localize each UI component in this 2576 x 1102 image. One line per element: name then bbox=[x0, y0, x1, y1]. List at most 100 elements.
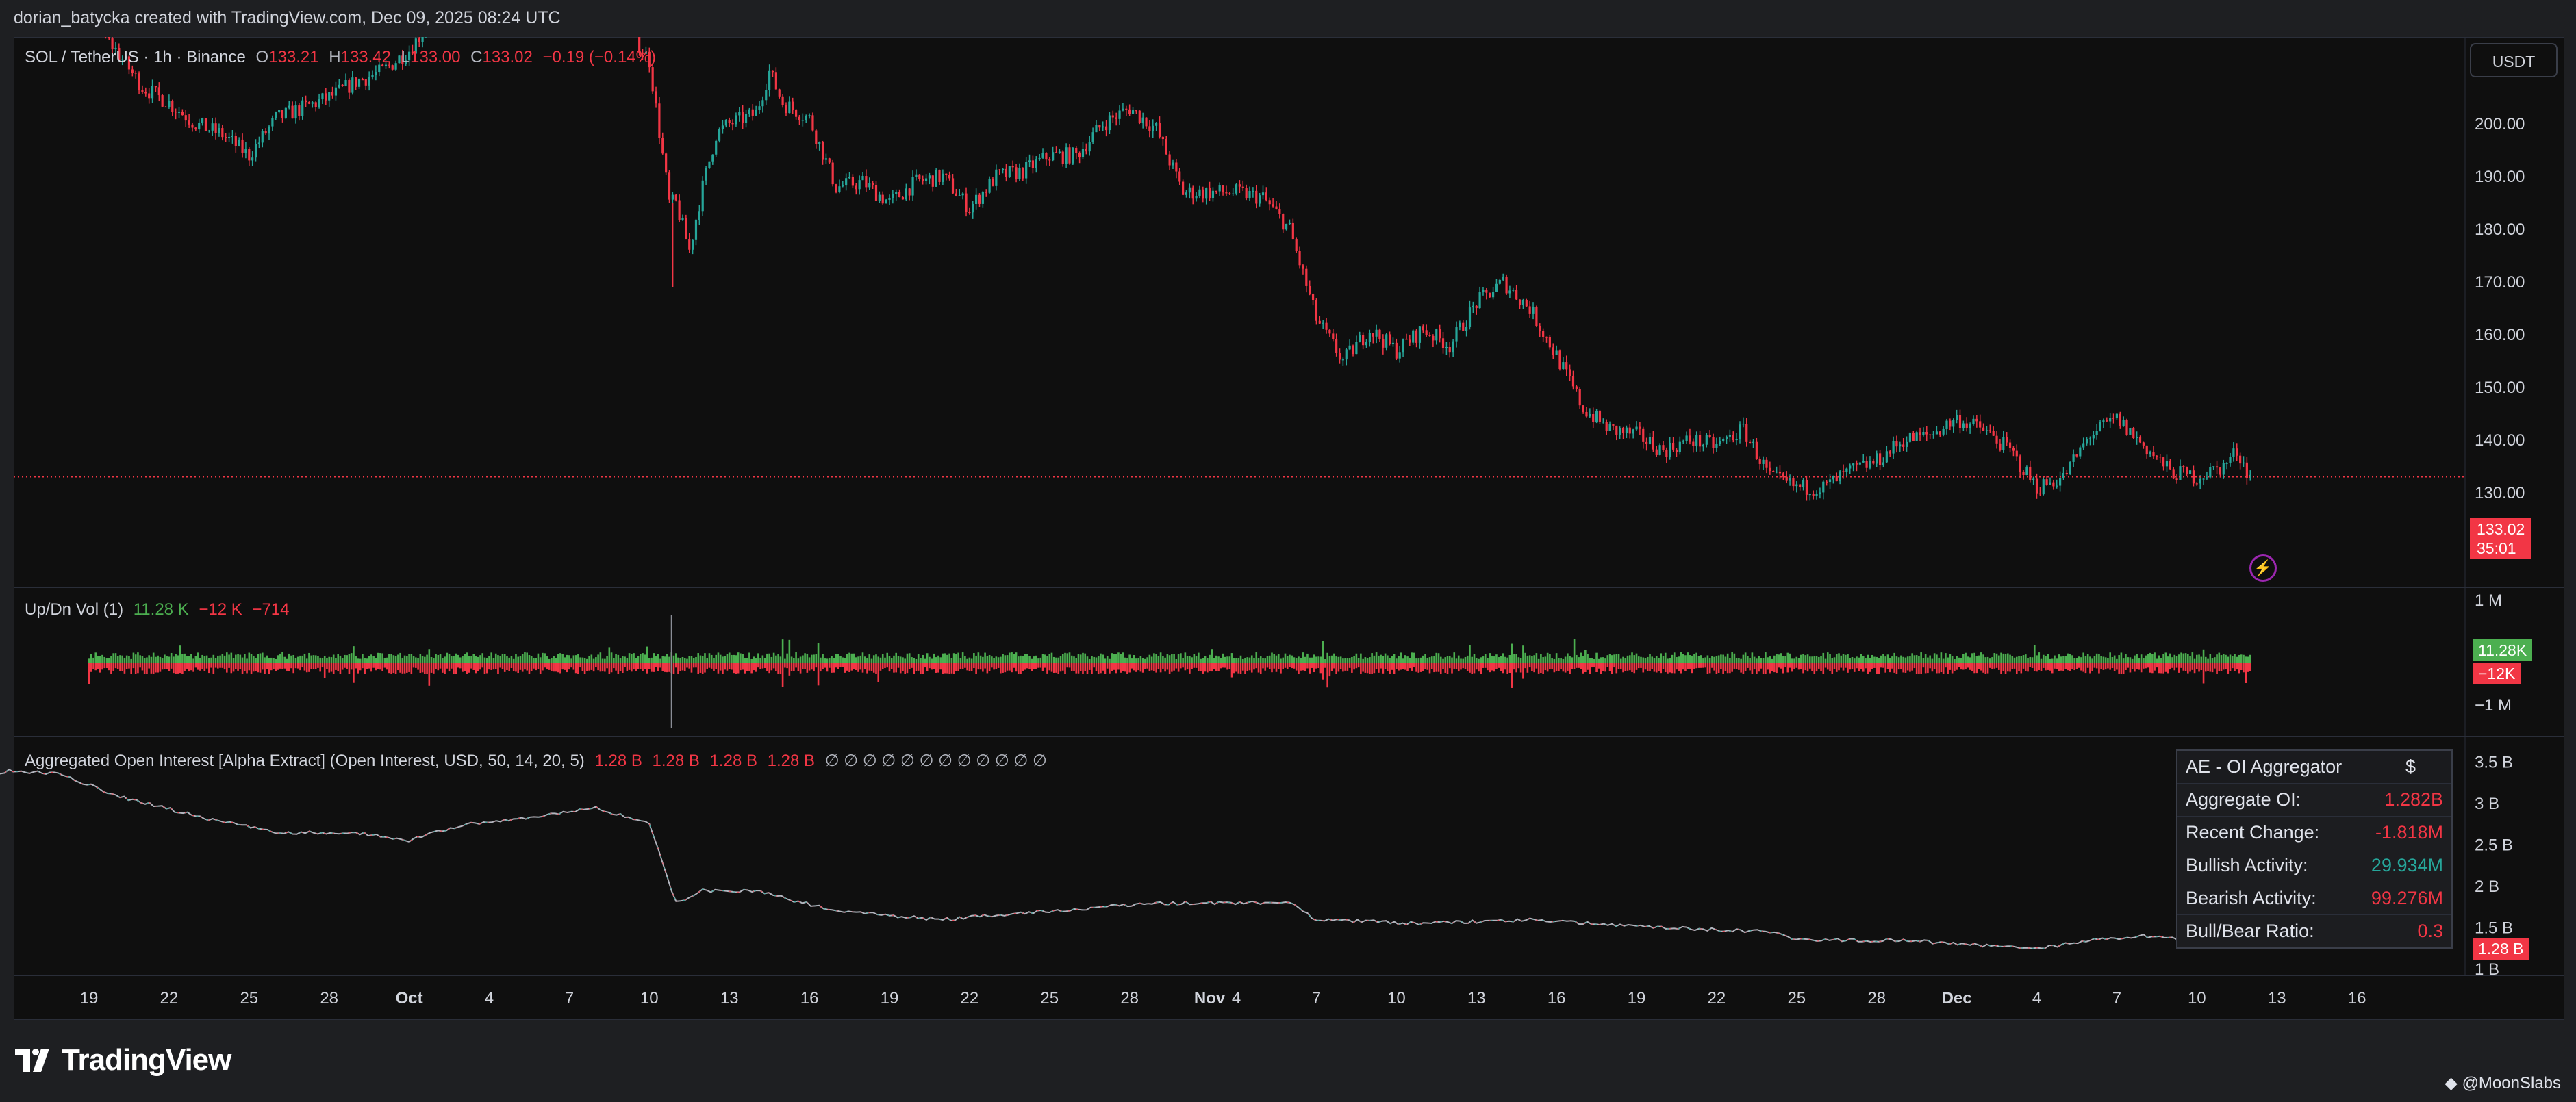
volume-up-bar bbox=[1515, 654, 1517, 663]
volume-down-bar bbox=[508, 663, 511, 671]
volume-down-bar bbox=[1584, 663, 1587, 673]
volume-down-bar bbox=[1215, 663, 1217, 671]
volume-up-bar bbox=[1929, 655, 1931, 663]
volume-bars bbox=[88, 615, 2251, 728]
volume-down-bar bbox=[2102, 663, 2105, 670]
volume-up-bar bbox=[655, 656, 657, 663]
candle bbox=[908, 188, 911, 196]
volume-up-bar bbox=[1628, 655, 1631, 663]
volume-down-bar bbox=[902, 663, 904, 671]
candle bbox=[2209, 467, 2212, 478]
volume-down-bar bbox=[1984, 663, 1987, 674]
volume-down-bar bbox=[2027, 663, 2029, 672]
volume-down-bar bbox=[1120, 663, 1122, 673]
candle bbox=[1102, 126, 1104, 128]
candle bbox=[1228, 193, 1231, 194]
candle bbox=[1805, 480, 1808, 495]
candle bbox=[2019, 456, 2021, 472]
volume-down-bar bbox=[1478, 663, 1480, 672]
volume-up-bar bbox=[666, 654, 668, 663]
volume-up-bar bbox=[948, 653, 950, 663]
volume-up-bar bbox=[1517, 657, 1520, 663]
volume-down-bar bbox=[88, 663, 90, 684]
volume-down-bar bbox=[1004, 663, 1007, 673]
volume-up-bar bbox=[232, 658, 235, 663]
volume-down-bar bbox=[917, 663, 920, 671]
candle bbox=[901, 197, 905, 200]
volume-down-bar bbox=[1815, 663, 1818, 672]
volume-up-bar bbox=[433, 658, 435, 663]
candle bbox=[858, 180, 861, 190]
currency-button[interactable]: USDT bbox=[2470, 43, 2558, 77]
volume-down-bar bbox=[2116, 663, 2118, 670]
candle bbox=[861, 176, 864, 181]
volume-up-bar bbox=[177, 655, 179, 663]
volume-up-bar bbox=[1437, 653, 1440, 663]
chart-svg[interactable]: 130.00140.00150.00160.00170.00180.00190.… bbox=[0, 0, 2576, 1027]
volume-down-bar bbox=[203, 663, 206, 671]
candle bbox=[1795, 484, 1798, 487]
volume-up-bar bbox=[1039, 657, 1042, 663]
volume-down-bar bbox=[308, 663, 310, 672]
volume-up-bar bbox=[390, 654, 392, 663]
candle bbox=[101, 28, 103, 32]
oi-indicator-name[interactable]: Aggregated Open Interest [Alpha Extract]… bbox=[25, 752, 585, 770]
lightning-icon[interactable]: ⚡ bbox=[2249, 554, 2277, 582]
volume-up-bar bbox=[457, 654, 459, 663]
candle bbox=[1482, 290, 1485, 293]
chart-frame[interactable] bbox=[14, 37, 2564, 1020]
volume-down-bar bbox=[346, 663, 348, 669]
tradingview-logo[interactable]: TradingView bbox=[15, 1043, 231, 1077]
volume-down-bar bbox=[94, 663, 97, 671]
volume-up-bar bbox=[970, 658, 973, 663]
volume-down-bar bbox=[795, 663, 797, 668]
volume-up-bar bbox=[261, 652, 264, 663]
volume-down-bar bbox=[1139, 663, 1142, 672]
candle bbox=[1008, 166, 1011, 177]
volume-down-bar bbox=[1689, 663, 1691, 669]
volume-down-bar bbox=[995, 663, 998, 669]
volume-down-bar bbox=[181, 663, 184, 674]
volume-up-bar bbox=[2015, 656, 2018, 663]
volume-down-bar bbox=[757, 663, 759, 668]
volume-down-bar bbox=[957, 663, 959, 671]
candle bbox=[1578, 389, 1581, 406]
candle bbox=[1919, 432, 1921, 435]
candle bbox=[2195, 483, 2198, 485]
volume-down-bar bbox=[1862, 663, 1865, 672]
volume-down-bar bbox=[1111, 663, 1113, 671]
volume-up-bar bbox=[226, 652, 228, 663]
volume-up-bar bbox=[179, 645, 181, 663]
volume-indicator-name[interactable]: Up/Dn Vol (1) bbox=[25, 600, 124, 619]
volume-down-bar bbox=[1711, 663, 1713, 668]
volume-down-bar bbox=[973, 663, 975, 669]
volume-up-bar bbox=[1540, 654, 1542, 663]
candle bbox=[1505, 277, 1508, 294]
volume-up-bar bbox=[1275, 655, 1278, 663]
volume-down-bar bbox=[1371, 663, 1373, 674]
volume-down-bar bbox=[1166, 663, 1169, 670]
candle bbox=[1802, 480, 1805, 487]
volume-down-bar bbox=[1929, 663, 1931, 669]
volume-down-bar bbox=[321, 663, 324, 668]
volume-down-bar bbox=[1920, 663, 1922, 674]
volume-up-bar bbox=[1295, 658, 1298, 663]
volume-down-bar bbox=[1346, 663, 1349, 671]
volume-down-bar bbox=[221, 663, 224, 668]
volume-down-bar bbox=[168, 663, 171, 671]
volume-down-bar bbox=[403, 663, 406, 674]
volume-up-bar bbox=[975, 655, 977, 663]
volume-up-bar bbox=[1553, 658, 1556, 663]
symbol-label[interactable]: SOL / TetherUS · 1h · Binance bbox=[25, 48, 246, 66]
volume-up-bar bbox=[2193, 658, 2196, 663]
candle bbox=[1835, 476, 1838, 482]
volume-down-bar bbox=[1751, 663, 1754, 674]
volume-down-bar bbox=[984, 663, 986, 669]
candle bbox=[1619, 428, 1621, 435]
time-axis-tick: 16 bbox=[800, 989, 819, 1008]
candle bbox=[171, 101, 174, 112]
candle bbox=[1972, 418, 1975, 424]
volume-down-bar bbox=[1317, 663, 1319, 669]
candle bbox=[1322, 322, 1324, 324]
change-value: −0.19 (−0.14%) bbox=[542, 48, 656, 66]
